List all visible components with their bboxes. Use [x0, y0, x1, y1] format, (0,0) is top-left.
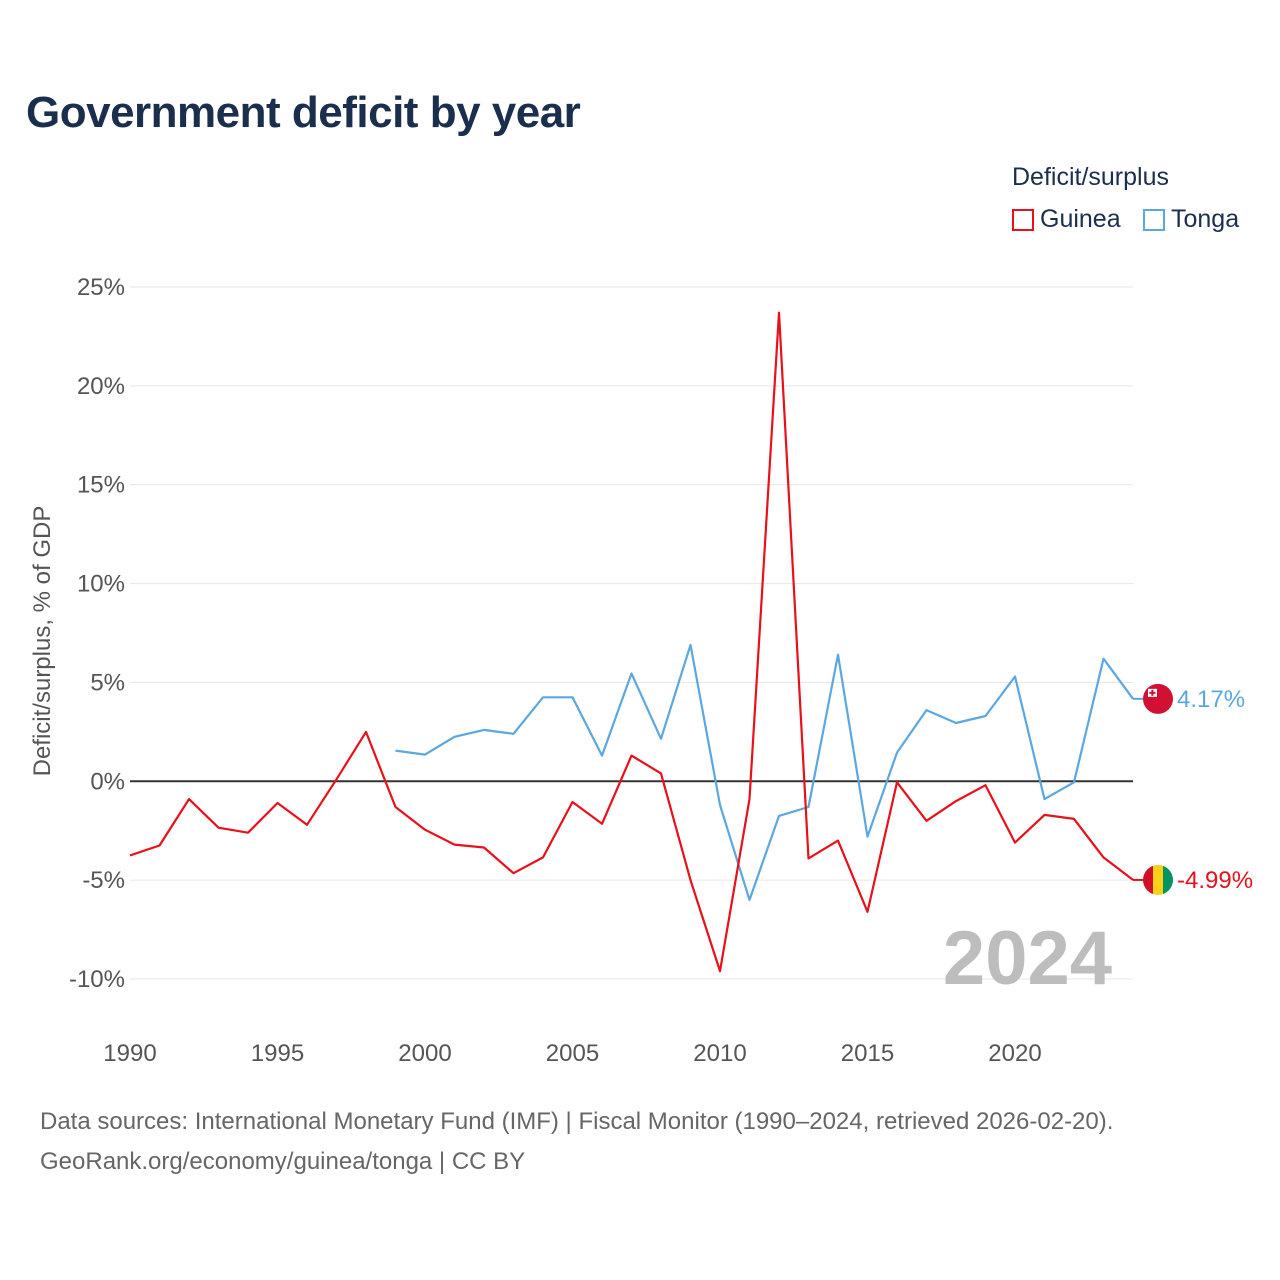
x-tick-label: 2015: [841, 1040, 894, 1067]
footer-credit: GeoRank.org/economy/guinea/tonga | CC BY: [40, 1148, 526, 1175]
legend-swatch-guinea: [1012, 208, 1034, 231]
tonga-flag-icon: [1143, 683, 1173, 714]
series-layer: [129, 311, 1134, 973]
y-tick-label: 20%: [77, 373, 125, 400]
end-marker-layer: -4.99% 4.17%: [1133, 683, 1253, 895]
y-tick-label: 15%: [77, 472, 125, 499]
x-tick-label: 2005: [546, 1040, 599, 1067]
y-tick-label: 0%: [90, 768, 125, 795]
legend-label-guinea: Guinea: [1040, 205, 1121, 233]
year-watermark: 2024: [943, 916, 1112, 1001]
line-chart: 25% 20% 15% 10% 5% 0% -5% -10% 1990 1995 2000 2005 2…: [29, 274, 1253, 1067]
legend-item-tonga[interactable]: Tonga: [1143, 205, 1239, 234]
guinea-flag-icon: [1143, 864, 1173, 895]
y-tick-label: -5%: [82, 867, 125, 894]
legend-swatch-tonga: [1143, 208, 1165, 231]
y-tick-label: 10%: [77, 571, 125, 598]
legend-label-tonga: Tonga: [1171, 205, 1240, 233]
y-tick-label: 25%: [77, 274, 125, 301]
x-tick-label: 1995: [251, 1040, 304, 1067]
series-line-guinea[interactable]: [129, 311, 1134, 973]
axis-layer: 25% 20% 15% 10% 5% 0% -5% -10% 1990 1995 2000 2005 2…: [69, 274, 1042, 1067]
page-title: Government deficit by year: [26, 88, 581, 137]
end-value-label-guinea: -4.99%: [1177, 867, 1253, 894]
legend-title: Deficit/surplus: [1012, 163, 1169, 191]
x-tick-label: 2000: [398, 1040, 451, 1067]
x-tick-label: 2020: [988, 1040, 1041, 1067]
grid-layer: [130, 286, 1133, 980]
y-axis-title: Deficit/surplus, % of GDP: [29, 506, 56, 777]
end-value-label-tonga: 4.17%: [1177, 686, 1245, 713]
y-tick-label: 5%: [90, 669, 125, 696]
series-line-tonga[interactable]: [395, 643, 1134, 902]
x-tick-label: 1990: [103, 1040, 156, 1067]
x-tick-label: 2010: [693, 1040, 746, 1067]
legend-item-guinea[interactable]: Guinea: [1012, 205, 1121, 234]
y-tick-label: -10%: [69, 966, 125, 993]
footer-sources: Data sources: International Monetary Fun…: [40, 1108, 1114, 1135]
